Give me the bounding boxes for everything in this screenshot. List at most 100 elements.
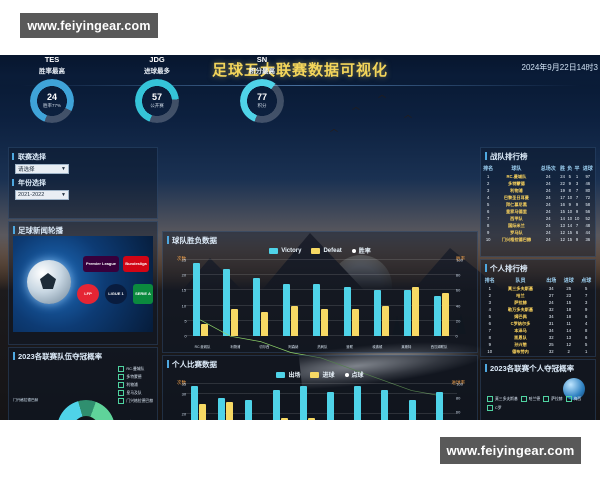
bar-defeat[interactable]	[199, 404, 207, 420]
column-header[interactable]: 进球	[582, 166, 593, 172]
table-row[interactable]: 7 西甲队 24 14 10 10 52	[481, 215, 595, 222]
table-row[interactable]: 3 萨拉赫 24 15 3	[481, 299, 595, 306]
bar-group[interactable]	[373, 260, 389, 336]
table-row[interactable]: 8 凯恩队 32 13 6	[481, 334, 595, 341]
column-header[interactable]: 进球	[563, 278, 574, 284]
table-row[interactable]: 7 本泽马 34 14 8	[481, 327, 595, 334]
column-header[interactable]: 队员	[515, 278, 526, 284]
table-row[interactable]: 5 拜仁慕尼黑 24 16 9 9 58	[481, 201, 595, 208]
bar-group[interactable]	[313, 260, 329, 336]
bar-victory[interactable]	[373, 290, 381, 336]
team-prob-donut[interactable]	[57, 400, 115, 420]
kpi-card-tes[interactable]: TES 胜率最高 24 胜率77%	[0, 55, 104, 123]
bar-victory[interactable]	[354, 386, 362, 420]
bar-victory[interactable]	[222, 269, 230, 336]
bar-victory[interactable]	[272, 390, 280, 420]
legend-item-victory[interactable]: Victory	[269, 247, 301, 254]
bar-defeat[interactable]	[200, 323, 208, 336]
bar-group[interactable]	[283, 260, 299, 336]
player-ranking-table[interactable]: 排名 队员 出场 进球 点球 1 莫三多夫斯基 34 25 5 2 哈兰 27 23 7 3 萨拉赫 24 15 3 4…	[481, 276, 595, 355]
bar-group[interactable]	[408, 384, 424, 420]
column-header[interactable]: 点球	[581, 278, 592, 284]
bar-defeat[interactable]	[291, 305, 299, 336]
column-header[interactable]: 排名	[484, 278, 495, 284]
table-row[interactable]: 1 莫三多夫斯基 34 25 5	[481, 285, 595, 292]
bar-defeat[interactable]	[261, 311, 269, 336]
bar-group[interactable]	[404, 260, 420, 336]
legend-item-penalty[interactable]: 点球	[344, 370, 364, 379]
bar-victory[interactable]	[408, 400, 416, 420]
bar-victory[interactable]	[192, 263, 200, 336]
bar-defeat[interactable]	[321, 308, 329, 336]
column-header[interactable]: 胜	[560, 166, 566, 172]
bar-group[interactable]	[299, 384, 315, 420]
bar-group[interactable]	[245, 384, 260, 420]
column-header[interactable]: 排名	[483, 166, 494, 172]
legend-item-winrate[interactable]: 胜率	[351, 246, 371, 255]
bar-group[interactable]	[435, 384, 451, 420]
bar-defeat[interactable]	[412, 287, 420, 336]
bar-defeat[interactable]	[381, 305, 389, 336]
bar-group[interactable]	[192, 260, 208, 336]
news-image[interactable]: Premier League Bundesliga LFP LIGUE 1 SE…	[13, 236, 153, 332]
kpi-card-sn[interactable]: SN 积分最高 77 积分	[210, 55, 314, 123]
column-header[interactable]: 负	[567, 166, 573, 172]
bar-group[interactable]	[381, 384, 396, 420]
bar-group[interactable]	[434, 260, 450, 336]
bar-victory[interactable]	[435, 392, 443, 420]
kpi-gauge: 77 积分	[240, 79, 284, 123]
bar-victory[interactable]	[299, 386, 307, 420]
bar-group[interactable]	[218, 384, 234, 420]
bar-victory[interactable]	[313, 284, 321, 336]
table-row[interactable]: 4 巴黎圣日耳曼 24 17 10 7 72	[481, 194, 595, 201]
bar-defeat[interactable]	[351, 308, 359, 336]
bar-group[interactable]	[272, 384, 288, 420]
table-row[interactable]: 2 多特蒙德 24 22 9 3 46	[481, 180, 595, 187]
table-row[interactable]: 2 哈兰 27 23 7	[481, 292, 595, 299]
bar-defeat[interactable]	[280, 418, 288, 420]
bar-defeat[interactable]	[307, 418, 315, 420]
table-cell: 9	[488, 342, 491, 347]
table-row[interactable]: 8 国际米兰 24 13 14 7 48	[481, 222, 595, 229]
bar-victory[interactable]	[253, 278, 261, 336]
table-row[interactable]: 6 皇家马德里 24 15 10 9 56	[481, 208, 595, 215]
bar-victory[interactable]	[434, 296, 442, 336]
bar-defeat[interactable]	[230, 308, 238, 336]
table-row[interactable]: 5 姆巴佩 34 18 6	[481, 313, 595, 320]
bar-defeat[interactable]	[442, 293, 450, 336]
table-row[interactable]: 9 孙兴慜 25 12 5	[481, 341, 595, 348]
bar-group[interactable]	[191, 384, 207, 420]
column-header[interactable]: 总场次	[540, 166, 556, 172]
bar-victory[interactable]	[283, 284, 291, 336]
table-row[interactable]: 10 门兴格拉德巴赫 24 12 15 9 36	[481, 236, 595, 243]
legend-item-goals[interactable]: 进球	[310, 370, 335, 379]
table-row[interactable]: 6 C罗纳尔多 31 11 4	[481, 320, 595, 327]
bar-victory[interactable]	[245, 400, 253, 420]
bar-defeat[interactable]	[226, 402, 234, 420]
bar-victory[interactable]	[343, 287, 351, 336]
column-header[interactable]: 球队	[511, 166, 522, 172]
legend-item-defeat[interactable]: Defeat	[311, 247, 342, 254]
table-row[interactable]: 1 RC.曼城队 24 24 5 1 97	[481, 173, 595, 180]
column-header[interactable]: 平	[574, 166, 580, 172]
team-ranking-table[interactable]: 排名 球队 总场次胜负平进球 1 RC.曼城队 24 24 5 1 97 2 多特蒙德 24 22 9 3 46…	[481, 164, 595, 243]
bar-group[interactable]	[327, 384, 342, 420]
table-row[interactable]: 4 勒万多夫斯基 32 18 9	[481, 306, 595, 313]
bar-victory[interactable]	[218, 398, 226, 420]
bar-group[interactable]	[253, 260, 269, 336]
league-select[interactable]: 请选择 ▼	[15, 164, 69, 174]
table-row[interactable]: 9 罗马队 24 12 15 6 44	[481, 229, 595, 236]
bar-victory[interactable]	[404, 290, 412, 336]
bar-victory[interactable]	[381, 390, 389, 420]
column-header[interactable]: 出场	[546, 278, 557, 284]
bar-group[interactable]	[354, 384, 369, 420]
bar-victory[interactable]	[327, 392, 335, 420]
year-select[interactable]: 2021-2022 ▼	[15, 190, 69, 200]
legend-item-appearances[interactable]: 出场	[276, 370, 300, 379]
kpi-card-jdg[interactable]: JDG 进球最多 57 公开赛	[105, 55, 209, 123]
bar-victory[interactable]	[191, 386, 199, 420]
bar-group[interactable]	[343, 260, 359, 336]
table-row[interactable]: 10 德布劳内 32 2 1	[481, 348, 595, 355]
bar-group[interactable]	[222, 260, 238, 336]
table-row[interactable]: 3 利物浦 24 19 8 7 80	[481, 187, 595, 194]
